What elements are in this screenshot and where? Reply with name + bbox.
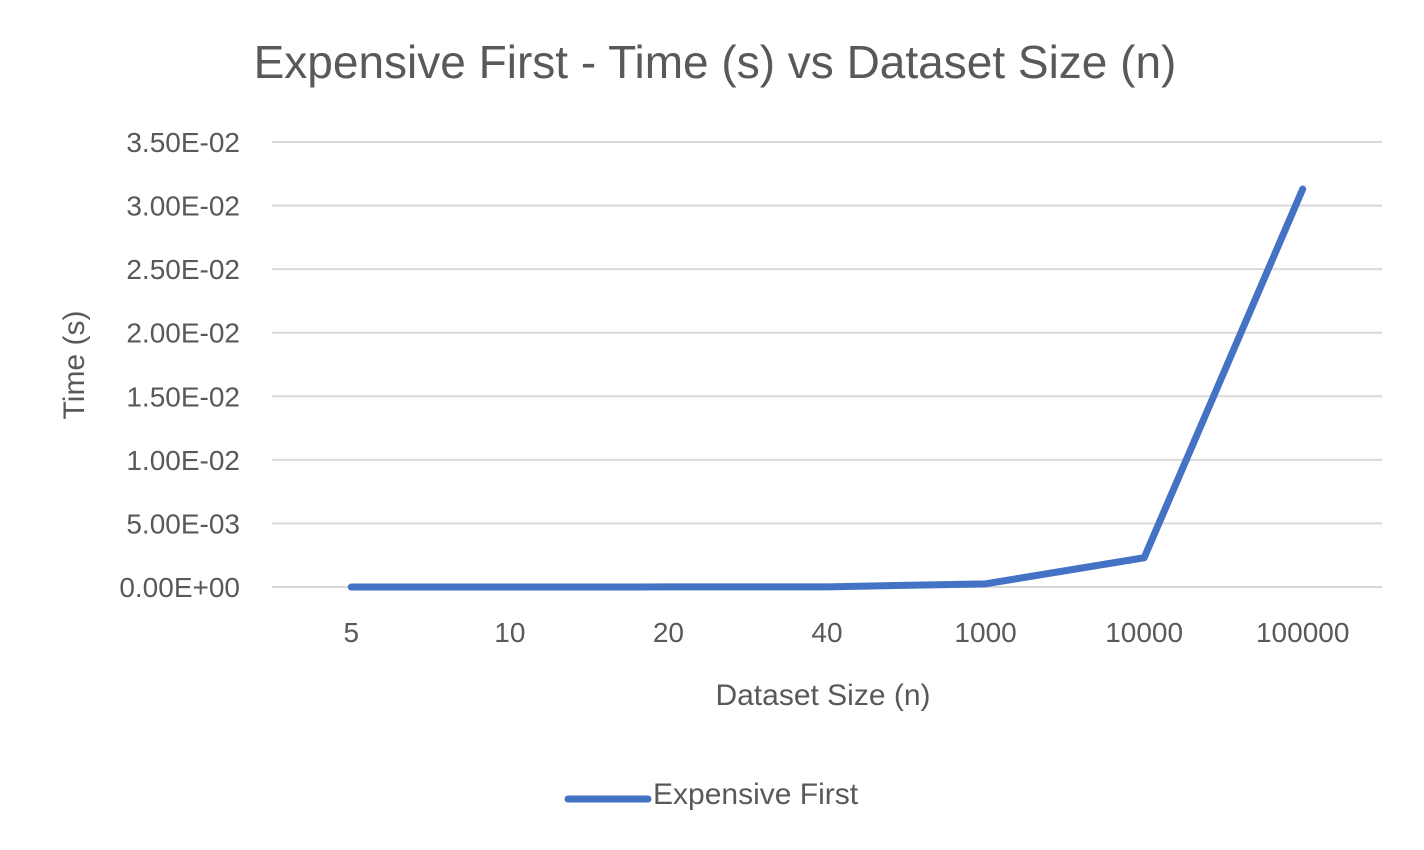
x-tick-label: 5 <box>343 617 359 648</box>
y-axis-ticks: 0.00E+00 5.00E-03 1.00E-02 1.50E-02 2.00E-02… <box>119 127 240 603</box>
y-tick-label: 1.50E-02 <box>126 381 240 412</box>
legend: Expensive First <box>564 778 859 811</box>
x-axis-label: Dataset Size (n) <box>715 679 930 712</box>
y-tick-label: 3.50E-02 <box>126 127 240 158</box>
x-tick-label: 100000 <box>1256 617 1349 648</box>
x-tick-label: 1000 <box>954 617 1016 648</box>
y-tick-label: 0.00E+00 <box>119 572 240 603</box>
x-axis-ticks: 5 10 20 40 1000 10000 100000 <box>343 617 1349 648</box>
chart-title: Expensive First - Time (s) vs Dataset Si… <box>254 36 1177 88</box>
y-tick-label: 2.00E-02 <box>126 318 240 349</box>
x-tick-label: 20 <box>653 617 684 648</box>
y-tick-label: 2.50E-02 <box>126 254 240 285</box>
y-tick-label: 1.00E-02 <box>126 445 240 476</box>
x-tick-label: 10 <box>494 617 525 648</box>
gridlines <box>272 141 1382 588</box>
y-tick-label: 5.00E-03 <box>126 508 240 539</box>
series-line-expensive-first <box>347 185 1307 591</box>
series-layer <box>347 185 1307 591</box>
y-tick-label: 3.00E-02 <box>126 191 240 222</box>
x-tick-label: 10000 <box>1105 617 1183 648</box>
legend-label-expensive-first: Expensive First <box>653 778 859 811</box>
x-tick-label: 40 <box>811 617 842 648</box>
y-axis-label: Time (s) <box>58 311 91 420</box>
